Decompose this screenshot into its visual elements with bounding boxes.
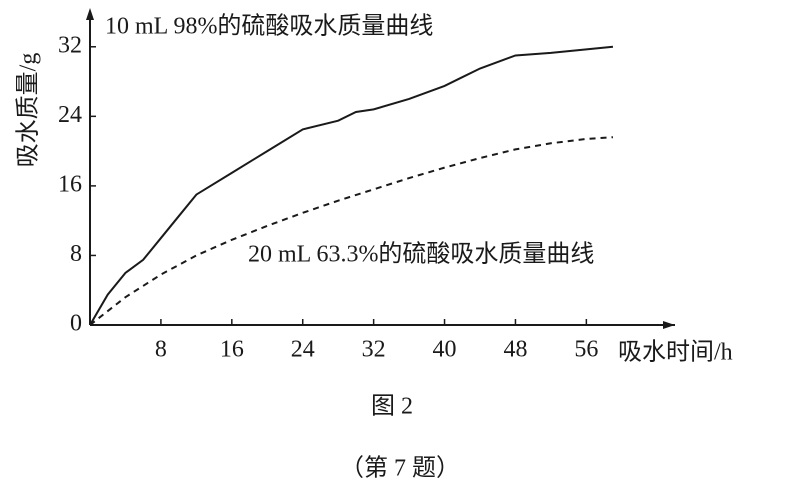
series-label: 10 mL 98%的硫酸吸水质量曲线 — [105, 13, 433, 40]
x-tick-label: 8 — [155, 337, 167, 363]
series-label: 20 mL 63.3%的硫酸吸水质量曲线 — [248, 241, 594, 268]
x-axis-arrow — [663, 321, 675, 329]
y-axis-arrow — [86, 8, 94, 20]
footnote: （第 7 题） — [340, 455, 460, 482]
y-tick-label: 16 — [58, 171, 82, 197]
series-line — [89, 136, 614, 326]
y-tick-label: 24 — [58, 102, 82, 128]
y-tick-label: 8 — [70, 241, 82, 267]
y-axis-label: 吸水质量/g — [15, 53, 42, 168]
y-tick-label: 32 — [58, 32, 82, 58]
x-tick-label: 56 — [574, 337, 598, 363]
series-line — [89, 45, 614, 326]
x-tick-label: 48 — [503, 337, 527, 363]
caption: 图 2 — [371, 394, 413, 420]
x-tick-label: 32 — [362, 337, 386, 363]
x-tick-label: 24 — [291, 337, 315, 363]
x-tick-label: 40 — [433, 337, 457, 363]
x-tick-label: 16 — [220, 337, 244, 363]
y-tick-label: 0 — [70, 311, 82, 337]
x-axis-label: 吸水时间/h — [618, 339, 733, 366]
